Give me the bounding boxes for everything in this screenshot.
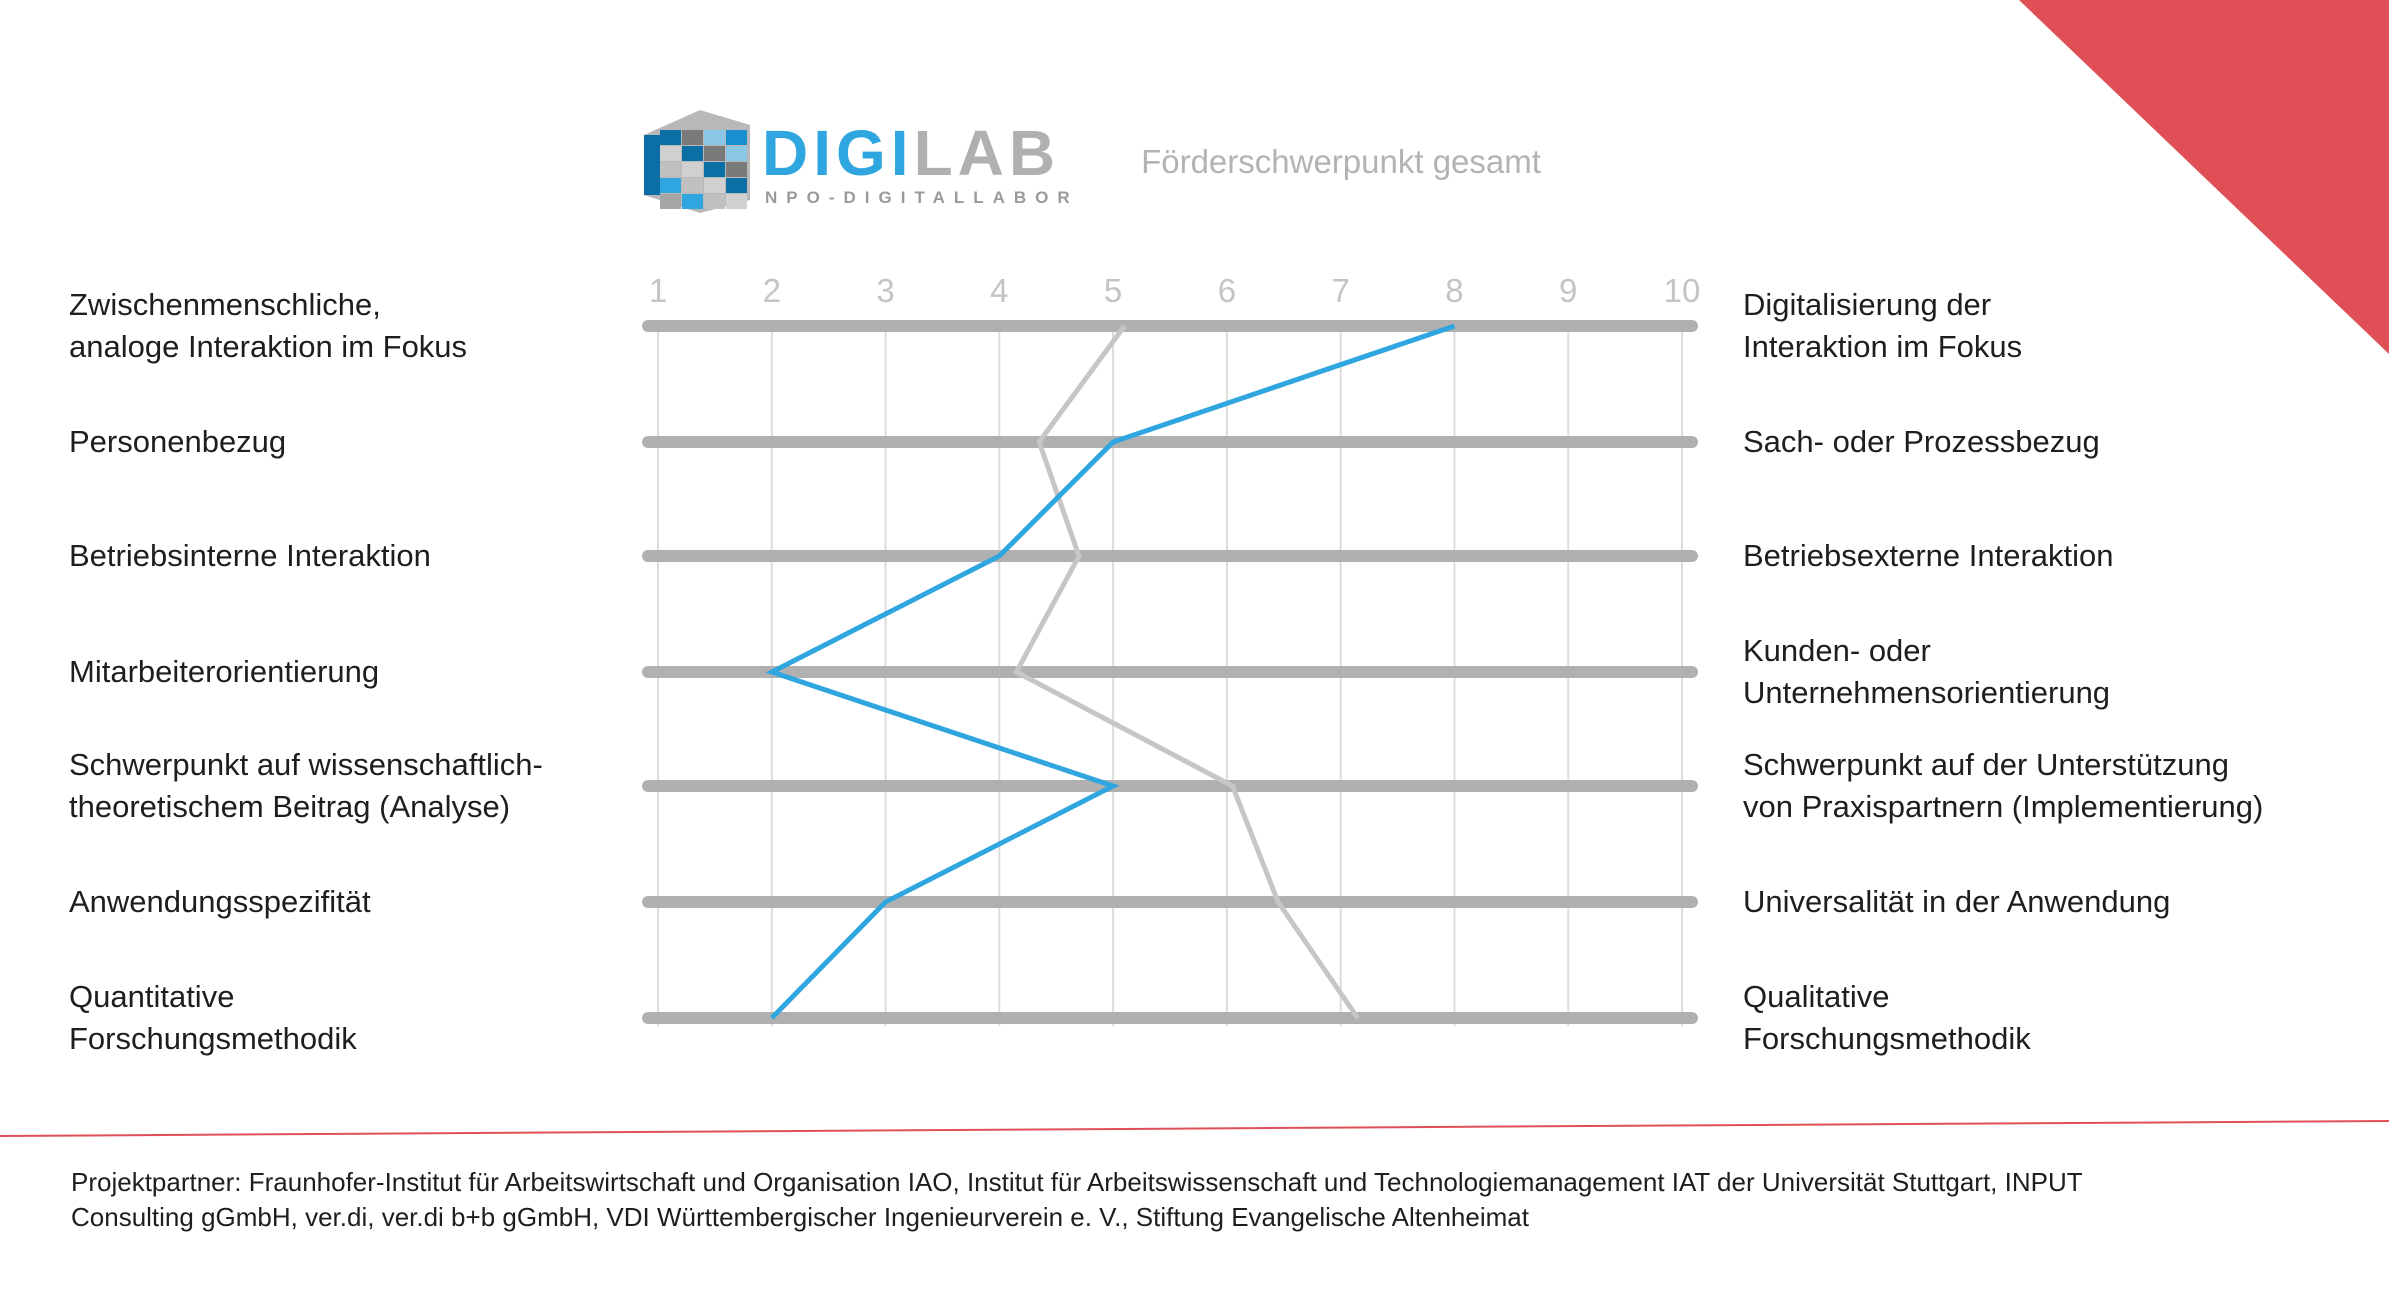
- logo-cube-tile: [704, 194, 725, 209]
- logo-cube-tile: [660, 130, 681, 145]
- row-label-line: Schwerpunkt auf wissenschaftlich-: [69, 747, 543, 782]
- x-tick-label: 2: [763, 272, 781, 309]
- row-label-right: Digitalisierung der Interaktion im Fokus: [1743, 284, 2022, 368]
- logo-cube-tile: [726, 130, 747, 145]
- row-label-right: Sach- oder Prozessbezug: [1743, 421, 2100, 463]
- row-label-line: Personenbezug: [69, 424, 287, 459]
- logo-cube-tile: [726, 178, 747, 193]
- logo-cube-tile: [704, 178, 725, 193]
- row-label-line: Betriebsinterne Interaktion: [69, 538, 431, 573]
- logo-cube-tile: [682, 146, 703, 161]
- x-tick-label: 5: [1104, 272, 1122, 309]
- logo-wordmark: DIGILAB: [762, 117, 1061, 189]
- x-tick-label: 1: [649, 272, 667, 309]
- row-label-line: Digitalisierung der: [1743, 287, 1992, 322]
- logo-cube-side: [644, 135, 660, 195]
- footer-line: Consulting gGmbH, ver.di, ver.di b+b gGm…: [71, 1202, 1529, 1232]
- logo-cube-tile: [726, 194, 747, 209]
- row-label-line: Forschungsmethodik: [1743, 1021, 2031, 1056]
- row-label-line: analoge Interaktion im Fokus: [69, 329, 468, 364]
- row-label-line: Quantitative: [69, 979, 235, 1014]
- logo-cube-tile: [704, 162, 725, 177]
- row-label-right: Schwerpunkt auf der Unterstützung von Pra…: [1743, 744, 2263, 828]
- row-label-left: Personenbezug: [69, 421, 286, 463]
- row-label-right: Kunden- oder Unternehmensorientierung: [1743, 630, 2110, 714]
- row-label-left: Betriebsinterne Interaktion: [69, 535, 431, 577]
- logo-cube-tile: [660, 146, 681, 161]
- row-label-line: theoretischem Beitrag (Analyse): [69, 789, 511, 824]
- row-label-right: Betriebsexterne Interaktion: [1743, 535, 2114, 577]
- row-label-left: Anwendungsspezifität: [69, 881, 371, 923]
- logo-cube-tile: [726, 162, 747, 177]
- row-label-line: Forschungsmethodik: [69, 1021, 357, 1056]
- row-label-line: von Praxispartnern (Implementierung): [1743, 789, 2264, 824]
- logo-cube-tile: [660, 162, 681, 177]
- partners-footer: Projektpartner: Fraunhofer-Institut für …: [71, 1165, 2331, 1235]
- row-label-left: Mitarbeiterorientierung: [69, 651, 379, 693]
- row-label-line: Sach- oder Prozessbezug: [1743, 424, 2100, 459]
- x-tick-label: 6: [1218, 272, 1236, 309]
- chart-title: Förderschwerpunkt gesamt: [1141, 143, 1541, 180]
- row-label-line: Qualitative: [1743, 979, 1890, 1014]
- x-tick-label: 9: [1559, 272, 1577, 309]
- row-label-left: Quantitative Forschungsmethodik: [69, 976, 357, 1060]
- row-label-line: Anwendungsspezifität: [69, 884, 371, 919]
- x-tick-label: 7: [1331, 272, 1349, 309]
- logo-cube-tile: [660, 194, 681, 209]
- row-label-line: Mitarbeiterorientierung: [69, 654, 380, 689]
- x-tick-label: 8: [1445, 272, 1463, 309]
- footer-divider: [0, 1120, 2389, 1137]
- row-label-line: Schwerpunkt auf der Unterstützung: [1743, 747, 2229, 782]
- logo-cube-tile: [704, 146, 725, 161]
- x-tick-label: 3: [876, 272, 894, 309]
- logo-cube-tile: [660, 178, 681, 193]
- row-label-left: Zwischenmenschliche, analoge Interaktion …: [69, 284, 467, 368]
- footer-line: Projektpartner: Fraunhofer-Institut für …: [71, 1167, 2083, 1197]
- logo-cube-tile: [682, 130, 703, 145]
- logo-cube-tile: [682, 178, 703, 193]
- logo-cube-tile: [682, 162, 703, 177]
- x-tick-label: 10: [1664, 272, 1701, 309]
- row-label-line: Unternehmensorientierung: [1743, 675, 2111, 710]
- logo-cube-tile: [704, 130, 725, 145]
- x-tick-label: 4: [990, 272, 1008, 309]
- row-label-right: Qualitative Forschungsmethodik: [1743, 976, 2031, 1060]
- row-label-line: Interaktion im Fokus: [1743, 329, 2023, 364]
- row-label-right: Universalität in der Anwendung: [1743, 881, 2170, 923]
- row-label-line: Betriebsexterne Interaktion: [1743, 538, 2114, 573]
- logo-subtitle: NPO-DIGITALLABOR: [765, 188, 1079, 207]
- corner-decoration: [2019, 0, 2389, 354]
- row-label-line: Kunden- oder: [1743, 633, 1931, 668]
- logo-cube-tile: [682, 194, 703, 209]
- row-label-left: Schwerpunkt auf wissenschaftlich-theoret…: [69, 744, 543, 828]
- logo-cube-tile: [726, 146, 747, 161]
- row-label-line: Universalität in der Anwendung: [1743, 884, 2171, 919]
- row-label-line: Zwischenmenschliche,: [69, 287, 381, 322]
- digilab-logo-icon: [644, 110, 750, 213]
